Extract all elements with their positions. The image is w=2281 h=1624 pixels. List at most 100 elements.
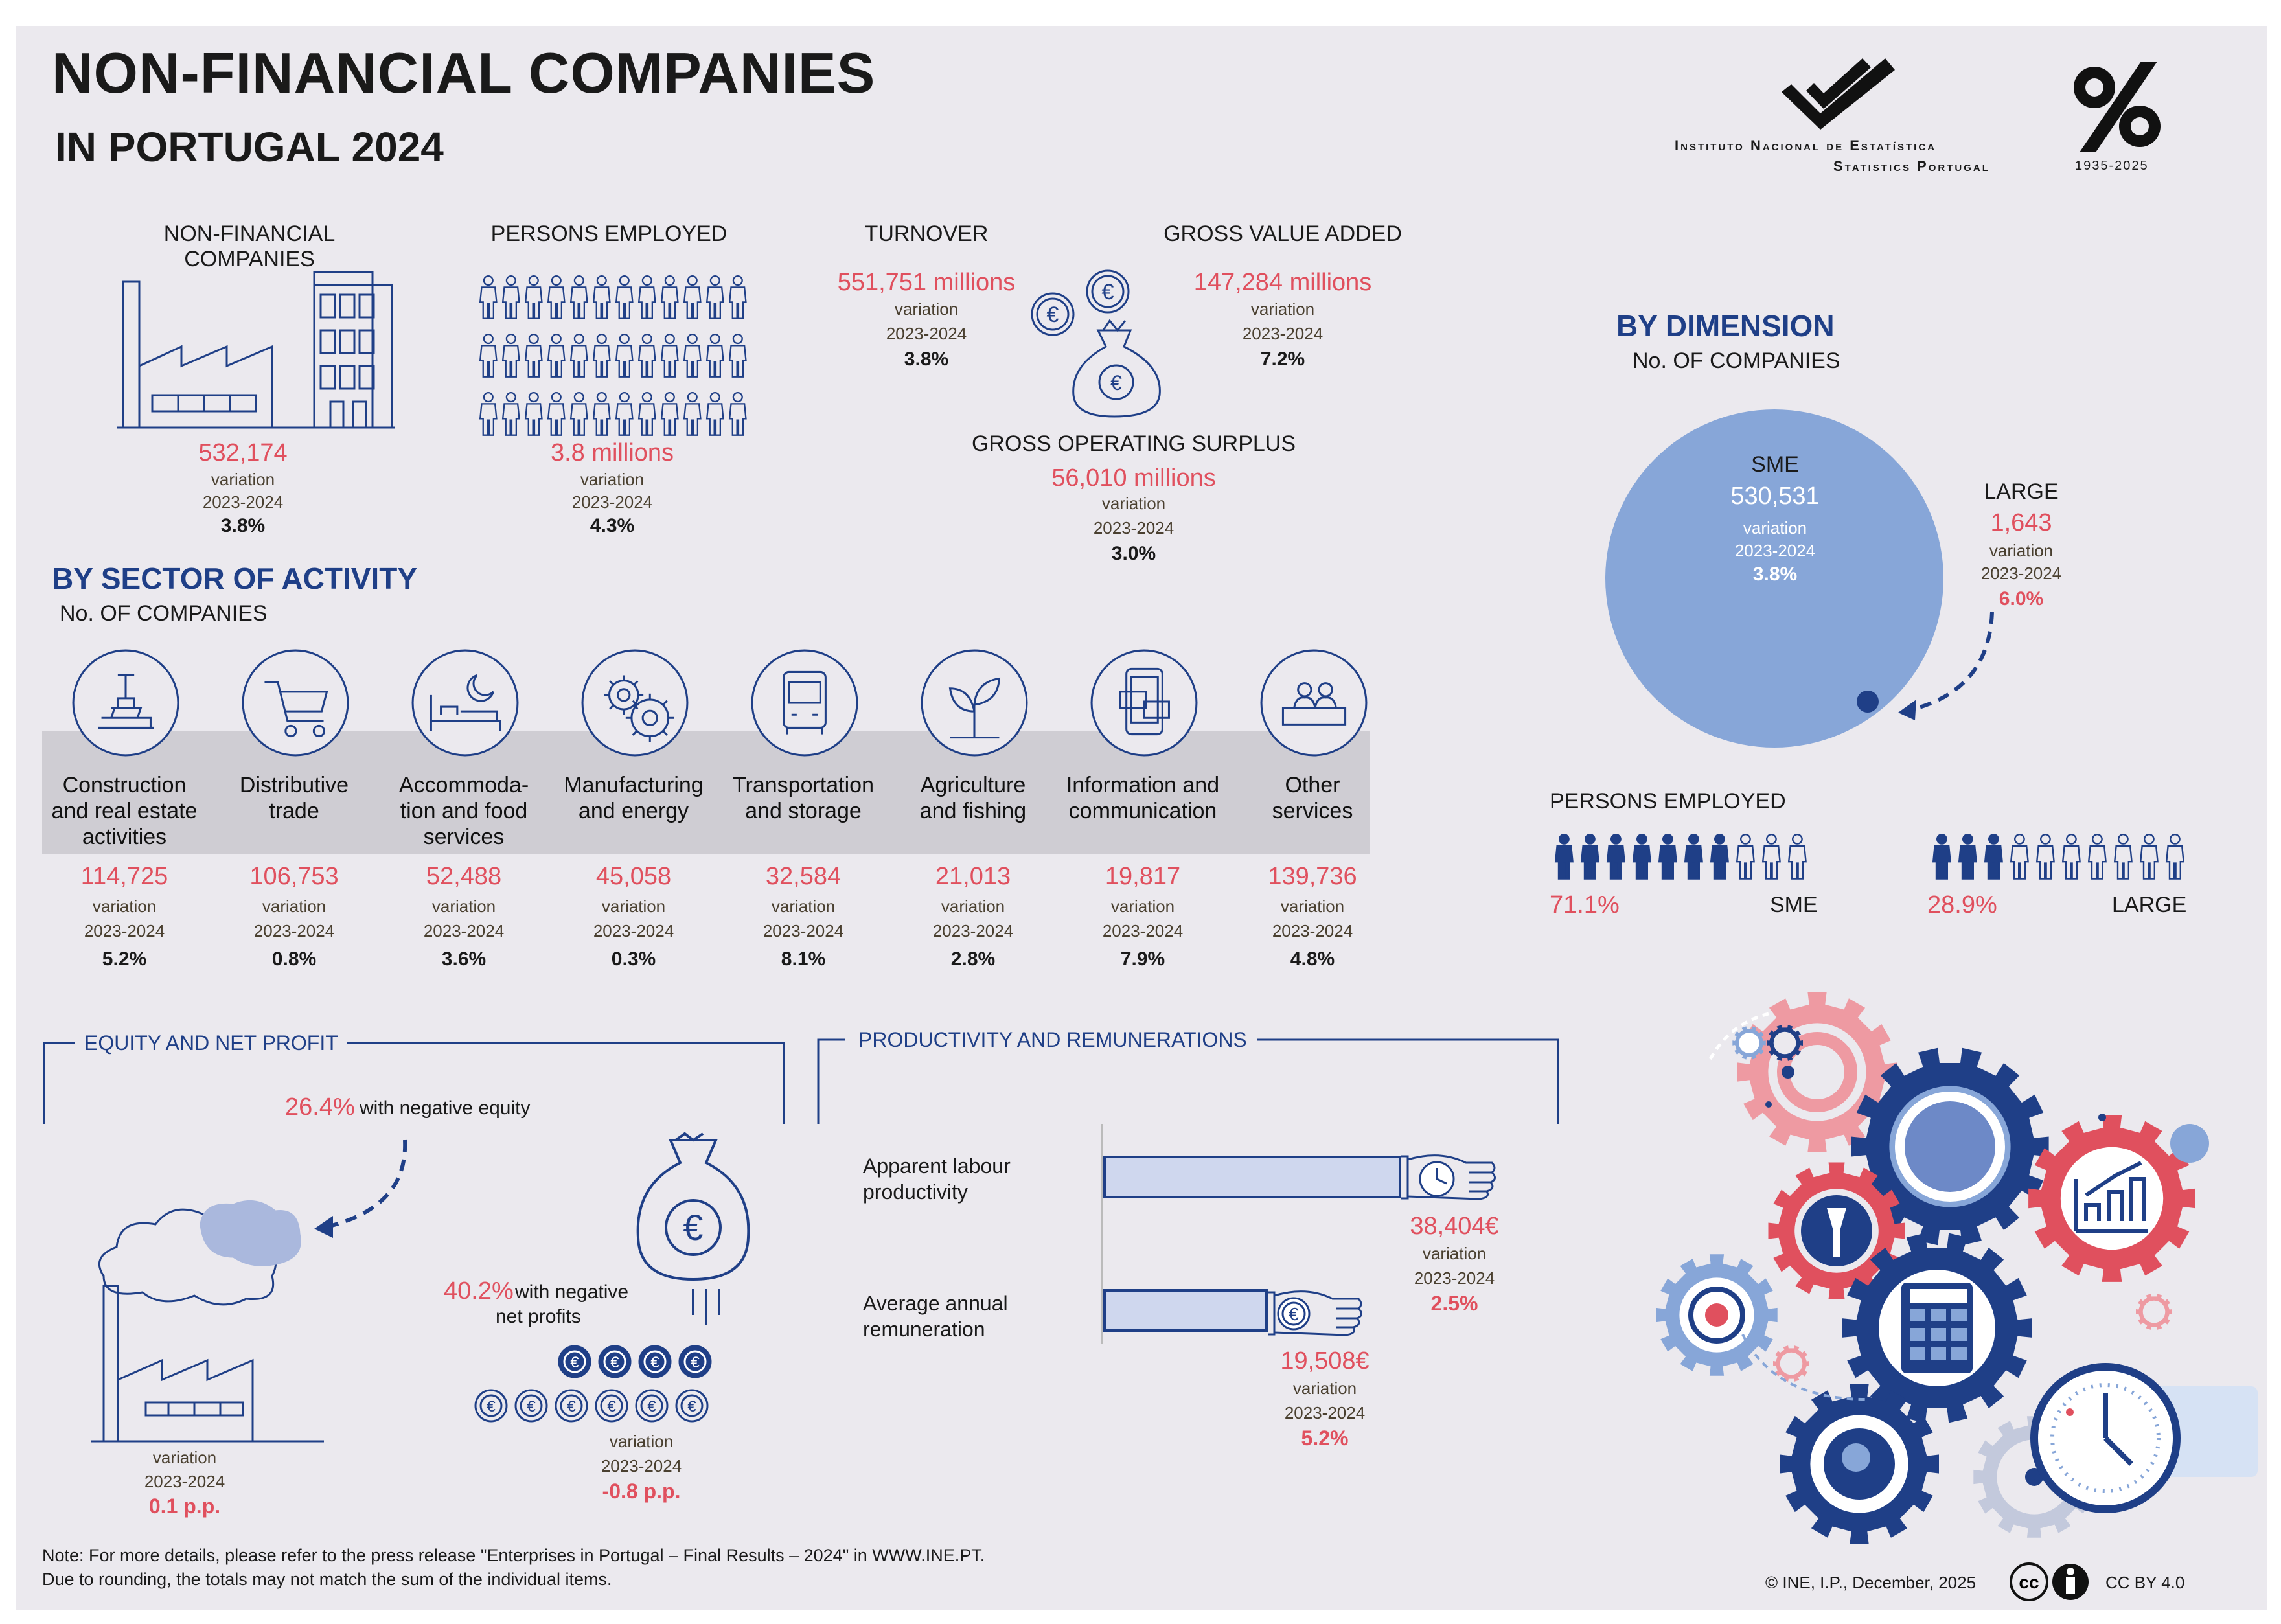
sector-item: Other services 139,736 variation 2023-2024 4.…: [1235, 648, 1390, 985]
svg-text:€: €: [607, 1398, 616, 1415]
dimension-section-title: BY DIMENSION: [1616, 309, 1835, 343]
sector-period: 2023-2024: [762, 921, 844, 941]
kpi-employed-label: PERSONS EMPLOYED: [490, 222, 728, 246]
person-icon: [728, 392, 747, 436]
person-icon: [615, 334, 634, 378]
large-bubble: [1857, 691, 1879, 713]
person-icon: [705, 275, 724, 319]
sector-label: Other services: [1235, 772, 1390, 824]
large-persons-icon: [1932, 834, 2184, 880]
gear-icon: [2028, 1115, 2195, 1282]
sector-change: 5.2%: [102, 948, 147, 970]
large-label: LARGE: [1984, 479, 2059, 504]
labour-period: 2023-2024: [1414, 1268, 1495, 1288]
kpi-gva-change: 7.2%: [1260, 349, 1305, 370]
svg-text:€: €: [647, 1398, 656, 1415]
coins-stack-icon: € € € € € € € € € €: [474, 1345, 712, 1423]
footer-note-line1: Note: For more details, please refer to …: [42, 1546, 985, 1565]
productivity-section-title: PRODUCTIVITY AND REMUNERATIONS: [858, 1028, 1247, 1051]
kpi-employed-variation: variation: [580, 470, 645, 489]
sector-section-title: BY SECTOR OF ACTIVITY: [52, 562, 417, 595]
person-icon: [547, 275, 566, 319]
gear-icon: [1773, 1345, 1809, 1382]
kpi-employed-change: 4.3%: [590, 515, 635, 536]
sector-value: 114,725: [80, 863, 168, 890]
phone-icon: [1090, 649, 1198, 757]
sector-period: 2023-2024: [253, 921, 335, 941]
labour-change: 2.5%: [1430, 1292, 1478, 1315]
person-icon: [683, 275, 702, 319]
sector-item: Manufacturing and energy 45,058 variation 20…: [556, 648, 711, 985]
sme-variation: variation: [1743, 518, 1807, 538]
dashed-arrow-icon: [314, 1139, 407, 1238]
svg-text:€: €: [683, 1207, 703, 1248]
kpi-employed-period: 2023-2024: [571, 492, 653, 512]
sector-section-subtitle: No. OF COMPANIES: [60, 601, 268, 626]
svg-text:€: €: [527, 1398, 536, 1415]
neg-equity-text: with negative equity: [360, 1097, 531, 1119]
labour-label: Apparent labour productivity: [863, 1153, 1011, 1205]
euro-coin-icon: €: [474, 1389, 508, 1423]
sme-emp-share: 71.1%: [1550, 891, 1620, 919]
neg-equity-change: 0.1 p.p.: [148, 1494, 221, 1518]
cart-icon: [242, 649, 349, 757]
sector-value: 139,736: [1268, 863, 1357, 890]
sector-change: 8.1%: [781, 948, 826, 970]
kpi-turnover-value: 551,751 millions: [837, 269, 1016, 296]
page-subtitle: IN PORTUGAL 2024: [55, 124, 444, 170]
sector-label-line: Other: [1285, 773, 1340, 797]
equity-frame: [43, 1042, 785, 1124]
dimension-employed-label: PERSONS EMPLOYED: [1550, 789, 1786, 814]
coins-money-bag-icon: € € €: [1031, 269, 1161, 418]
remun-bar: [1103, 1289, 1268, 1332]
labour-label-line1: Apparent labour: [863, 1154, 1011, 1178]
euro-coin-icon: €: [675, 1389, 709, 1423]
person-icon: [592, 334, 611, 378]
person-icon: [1984, 834, 2003, 880]
kpi-gva-label: GROSS VALUE ADDED: [1163, 222, 1402, 246]
svg-text:cc: cc: [2019, 1572, 2039, 1592]
labour-label-line2: productivity: [863, 1180, 968, 1204]
sector-label: Construction and real estate activities: [47, 772, 202, 850]
euro-coin-icon: €: [558, 1345, 591, 1378]
gear-icon: [1732, 1026, 1766, 1060]
person-icon: [728, 334, 747, 378]
sector-item: Agriculture and fishing 21,013 variation 202…: [895, 648, 1051, 985]
sector-variation: variation: [1110, 897, 1175, 916]
neg-profit-variation: variation: [609, 1432, 674, 1451]
license: CC BY 4.0: [2105, 1573, 2185, 1592]
sector-label-line: Agriculture: [920, 773, 1026, 797]
gear-icon: [2136, 1294, 2172, 1330]
labour-value: 38,404€: [1410, 1213, 1499, 1240]
svg-text:€: €: [567, 1398, 576, 1415]
euro-coin-icon: €: [638, 1345, 672, 1378]
equity-section-title: EQUITY AND NET PROFIT: [84, 1031, 338, 1055]
sme-persons-icon: [1554, 834, 1807, 880]
hand-clock-icon: [1401, 1154, 1496, 1200]
sector-change: 7.9%: [1120, 948, 1165, 970]
kpi-companies-variation: variation: [211, 470, 275, 489]
person-icon: [1787, 834, 1807, 880]
sector-label-line: tion and food: [400, 799, 528, 823]
person-icon: [479, 275, 498, 319]
page-title: NON-FINANCIAL COMPANIES: [52, 41, 876, 105]
sector-variation: variation: [92, 897, 157, 916]
svg-text:€: €: [691, 1354, 700, 1371]
person-icon: [660, 392, 679, 436]
sector-period: 2023-2024: [932, 921, 1014, 941]
person-icon: [660, 275, 679, 319]
sector-label-line: services: [1272, 799, 1353, 823]
person-icon: [524, 392, 543, 436]
kpi-companies-change: 3.8%: [220, 515, 266, 536]
person-icon: [1606, 834, 1625, 880]
large-value: 1,643: [1990, 509, 2052, 536]
desk-icon: [1260, 649, 1368, 757]
sector-variation: variation: [601, 897, 666, 916]
person-icon: [479, 334, 498, 378]
sector-variation: variation: [941, 897, 1005, 916]
kpi-companies-label: NON-FINANCIAL COMPANIES: [163, 222, 336, 271]
dashed-arrow-icon: [1898, 612, 1994, 720]
person-icon: [501, 334, 520, 378]
remun-change: 5.2%: [1301, 1426, 1349, 1450]
institute-name: Instituto Nacional de Estatística: [1675, 137, 1937, 154]
